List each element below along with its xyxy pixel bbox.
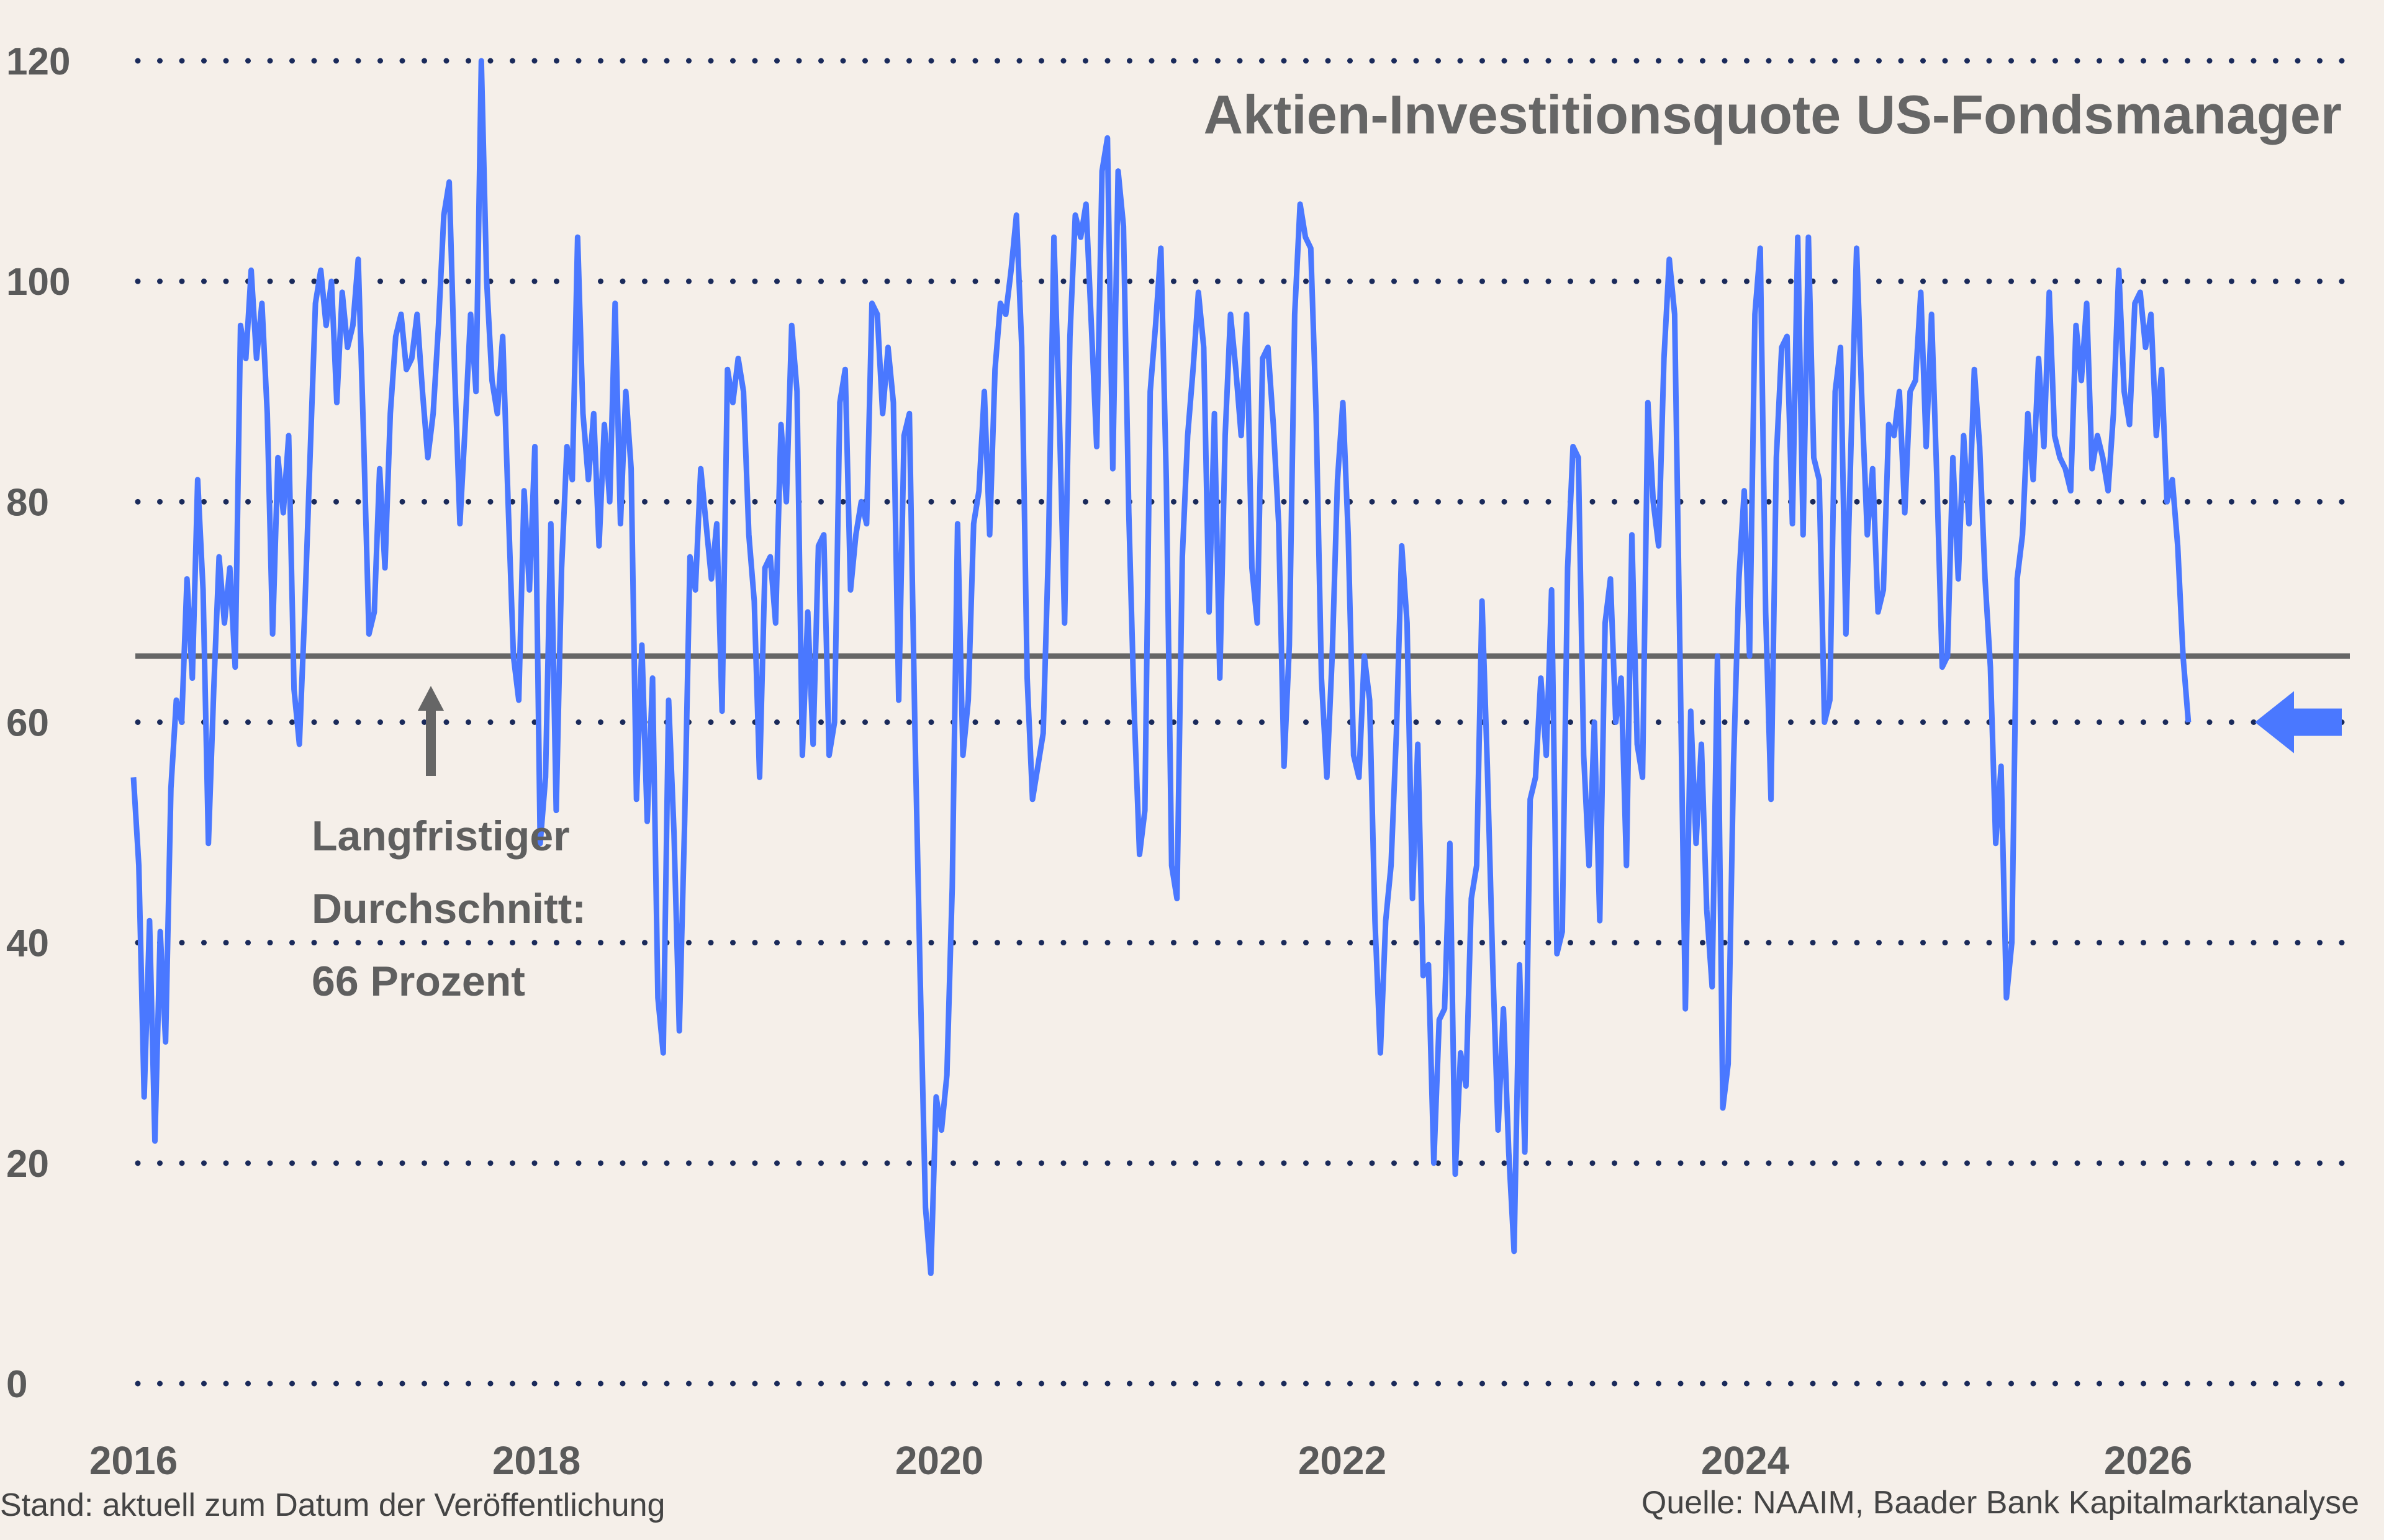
footer-left-note: Stand: aktuell zum Datum der Veröffentli… (0, 1487, 665, 1523)
y-axis-ticks: 0 20 40 60 80 100 120 (6, 40, 70, 1406)
x-tick-label: 2016 (89, 1438, 178, 1483)
x-tick-label: 2018 (492, 1438, 580, 1483)
y-tick-label: 60 (6, 702, 49, 745)
x-tick-label: 2020 (895, 1438, 983, 1483)
x-tick-label: 2024 (1701, 1438, 1790, 1483)
series-line (130, 58, 2192, 1276)
x-tick-label: 2022 (1298, 1438, 1386, 1483)
x-axis-ticks: 2016 2018 2020 2022 2024 2026 (89, 1438, 2192, 1483)
annotation-line-2: Durchschnitt: (312, 885, 586, 932)
footer-source: Quelle: NAAIM, Baader Bank Kapitalmarkta… (1641, 1485, 2359, 1521)
y-tick-label: 80 (6, 481, 49, 524)
x-tick-label: 2026 (2104, 1438, 2192, 1483)
annotation-line-1: Langfristiger (312, 813, 570, 860)
y-tick-label: 120 (6, 40, 70, 83)
chart-title: Aktien-Investitionsquote US-Fondsmanager (1203, 84, 2342, 145)
y-tick-label: 20 (6, 1143, 49, 1186)
gridlines (135, 58, 2347, 1387)
y-tick-label: 40 (6, 922, 49, 965)
annotation-arrow-up-icon (418, 686, 444, 776)
latest-value-arrow-left-icon (2255, 691, 2342, 754)
y-tick-label: 0 (6, 1363, 27, 1406)
y-tick-label: 100 (6, 261, 70, 304)
annotation-line-3: 66 Prozent (312, 958, 525, 1005)
